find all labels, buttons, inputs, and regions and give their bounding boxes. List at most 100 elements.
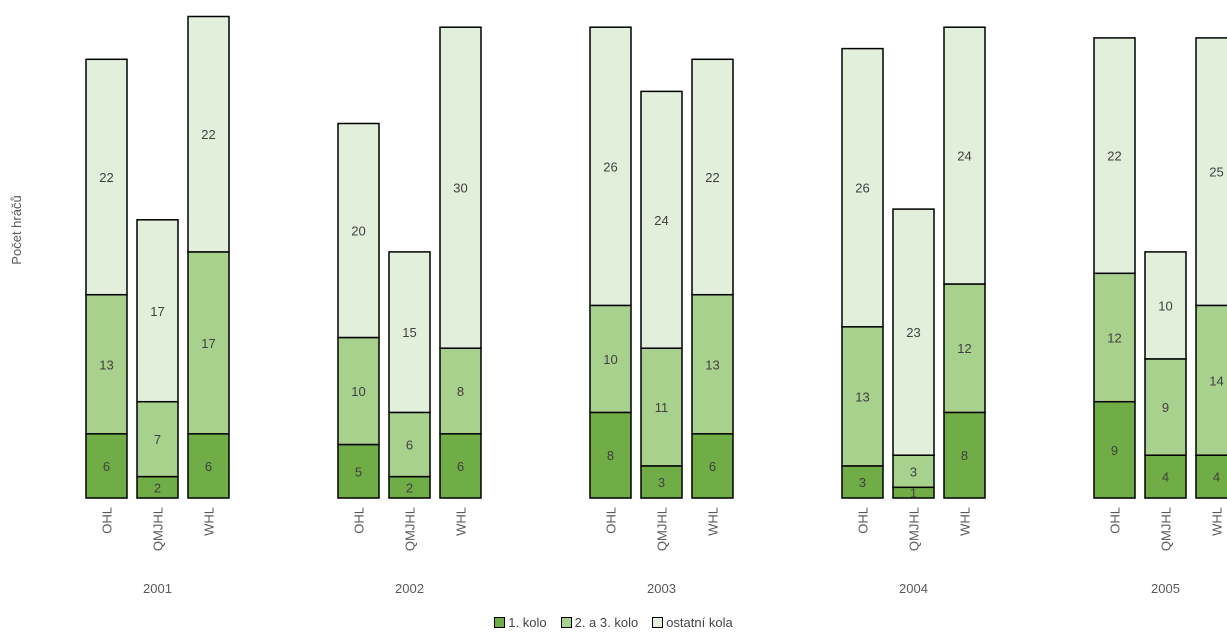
bar-segment [640, 347, 683, 467]
legend-item: 1. kolo [494, 614, 547, 630]
data-label: 6 [709, 459, 716, 474]
data-label: 30 [453, 181, 467, 196]
data-label: 23 [906, 325, 920, 340]
legend-swatch [560, 616, 572, 628]
bar-segment [439, 433, 482, 499]
bar-segment [187, 251, 230, 435]
data-label: 4 [1162, 470, 1169, 485]
data-label: 11 [655, 400, 669, 415]
category-tick-label: WHL [706, 507, 721, 536]
data-label: 22 [705, 170, 719, 185]
data-label: 25 [1209, 165, 1223, 180]
data-label: 10 [351, 384, 365, 399]
data-label: 26 [855, 181, 869, 196]
legend-label: 2. a 3. kolo [574, 614, 639, 630]
bar-segment [187, 15, 230, 253]
bar-segment [85, 293, 128, 435]
data-label: 14 [1209, 373, 1223, 388]
data-label: 8 [457, 384, 464, 399]
data-label: 17 [150, 304, 164, 319]
category-tick-label: OHL [352, 507, 367, 534]
data-label: 6 [103, 459, 110, 474]
bar-segment [1195, 454, 1227, 499]
data-label: 22 [99, 170, 113, 185]
data-label: 8 [961, 448, 968, 463]
data-label: 13 [855, 389, 869, 404]
data-label: 2 [154, 480, 161, 495]
bar-segment [589, 26, 632, 307]
category-tick-label: OHL [604, 507, 619, 534]
data-label: 3 [658, 475, 665, 490]
bar-segment [1144, 454, 1187, 499]
group-label: 2003 [647, 581, 676, 596]
bar-segment [1144, 251, 1187, 360]
category-tick-label: QMJHL [655, 507, 670, 551]
data-label: 5 [355, 464, 362, 479]
legend-label: 1. kolo [508, 614, 547, 630]
legend-label: ostatní kola [666, 614, 733, 630]
category-tick-label: QMJHL [151, 507, 166, 551]
y-axis-title: Počet hráčů [9, 195, 24, 264]
data-label: 13 [99, 357, 113, 372]
bar-segment [337, 443, 380, 499]
data-label: 6 [205, 459, 212, 474]
category-tick-label: QMJHL [1159, 507, 1174, 551]
bar-segment [841, 47, 884, 328]
bar-segment [337, 122, 380, 339]
bar-segment [439, 26, 482, 349]
data-label: 2 [406, 480, 413, 495]
group-label: 2004 [899, 581, 928, 596]
data-label: 9 [1162, 400, 1169, 415]
data-label: 3 [859, 475, 866, 490]
bar-segment [187, 433, 230, 499]
bar-segment [1093, 37, 1136, 275]
data-label: 13 [705, 357, 719, 372]
data-label: 20 [351, 224, 365, 239]
bar-segment [85, 433, 128, 499]
category-tick-label: OHL [100, 507, 115, 534]
category-tick-label: WHL [1210, 507, 1225, 536]
bar-segment [841, 465, 884, 499]
bar-segment [439, 347, 482, 435]
data-label: 26 [603, 159, 617, 174]
category-tick-label: WHL [202, 507, 217, 536]
category-tick-label: OHL [856, 507, 871, 534]
data-label: 17 [201, 336, 215, 351]
data-label: 22 [1107, 149, 1121, 164]
bar-segment [691, 58, 734, 296]
legend-item: ostatní kola [652, 615, 733, 630]
data-label: 4 [1213, 470, 1220, 485]
data-label: 7 [154, 432, 161, 447]
group-label: 2005 [1151, 581, 1180, 596]
group-label: 2002 [395, 581, 424, 596]
legend-item: 2. a 3. kolo [560, 614, 639, 630]
data-label: 10 [1158, 298, 1172, 313]
bar-segment [892, 208, 935, 456]
legend: 1. kolo 2. a 3. kolo ostatní kola [0, 613, 1227, 631]
bar-segment [1144, 358, 1187, 456]
bar-segment [640, 90, 683, 349]
bar-segment [85, 58, 128, 296]
bar-segment [1195, 37, 1227, 307]
bar-segment [1093, 272, 1136, 403]
bar-segment [892, 454, 935, 489]
data-label: 3 [910, 464, 917, 479]
category-tick-label: WHL [958, 507, 973, 536]
group-label: 2001 [143, 581, 172, 596]
legend-swatch [494, 616, 506, 628]
bar-segment [1093, 400, 1136, 499]
bar-segment [136, 400, 179, 478]
bar-segment [136, 219, 179, 403]
data-label: 12 [1107, 331, 1121, 346]
legend-swatch [652, 616, 664, 628]
data-label: 22 [201, 127, 215, 142]
data-label: 6 [457, 459, 464, 474]
data-label: 6 [406, 438, 413, 453]
data-label: 15 [402, 325, 416, 340]
data-label: 24 [654, 213, 668, 228]
data-label: 1 [910, 486, 917, 501]
data-label: 9 [1111, 443, 1118, 458]
data-label: 8 [607, 448, 614, 463]
bar-segment [943, 26, 986, 285]
